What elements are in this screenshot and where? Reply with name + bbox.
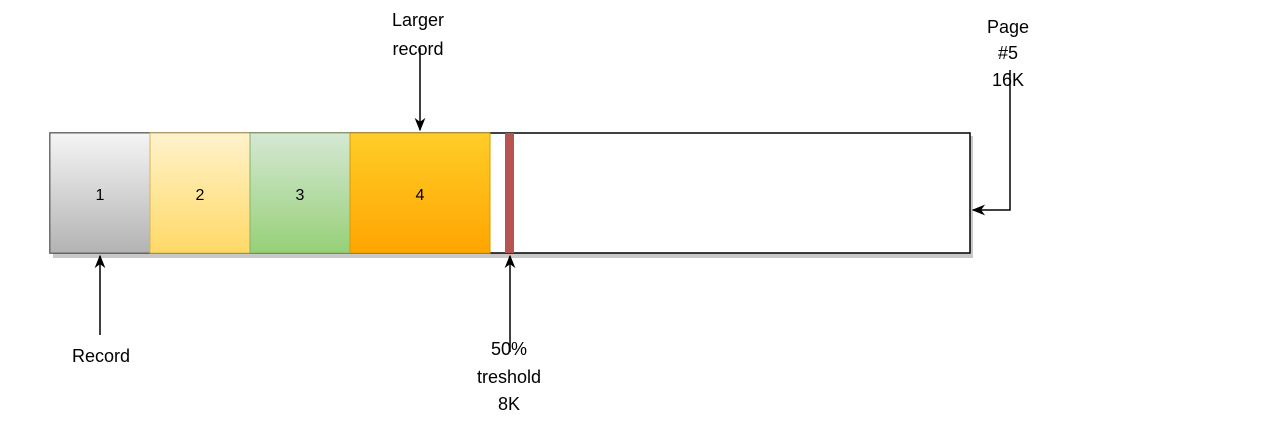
threshold-line-3: 8K bbox=[498, 394, 520, 414]
larger-record-line-1: Larger bbox=[392, 10, 444, 30]
record-4: 4 bbox=[349, 132, 491, 254]
larger-record-line-2: record bbox=[392, 39, 443, 59]
record-4-label: 4 bbox=[416, 187, 425, 204]
page-arrow bbox=[971, 70, 1011, 216]
record-1-label: 1 bbox=[96, 187, 105, 204]
threshold-marker bbox=[505, 133, 514, 253]
threshold-line-2: treshold bbox=[477, 367, 541, 387]
page-line-3: 16K bbox=[992, 70, 1024, 90]
record-3-label: 3 bbox=[296, 187, 305, 204]
page-line-2: #5 bbox=[998, 43, 1018, 63]
record-annotation: Record bbox=[72, 254, 130, 366]
record-1: 1 bbox=[49, 132, 151, 254]
threshold-line-1: 50% bbox=[491, 339, 527, 359]
record-annotation-label: Record bbox=[72, 346, 130, 366]
page-line-1: Page bbox=[987, 17, 1029, 37]
threshold-annotation: 50% treshold 8K bbox=[477, 254, 541, 414]
larger-record-annotation: Larger record bbox=[392, 10, 444, 132]
page-annotation: Page #5 16K bbox=[971, 17, 1029, 216]
record-2-label: 2 bbox=[196, 187, 205, 204]
record-2: 2 bbox=[149, 132, 251, 254]
record-3: 3 bbox=[249, 132, 351, 254]
